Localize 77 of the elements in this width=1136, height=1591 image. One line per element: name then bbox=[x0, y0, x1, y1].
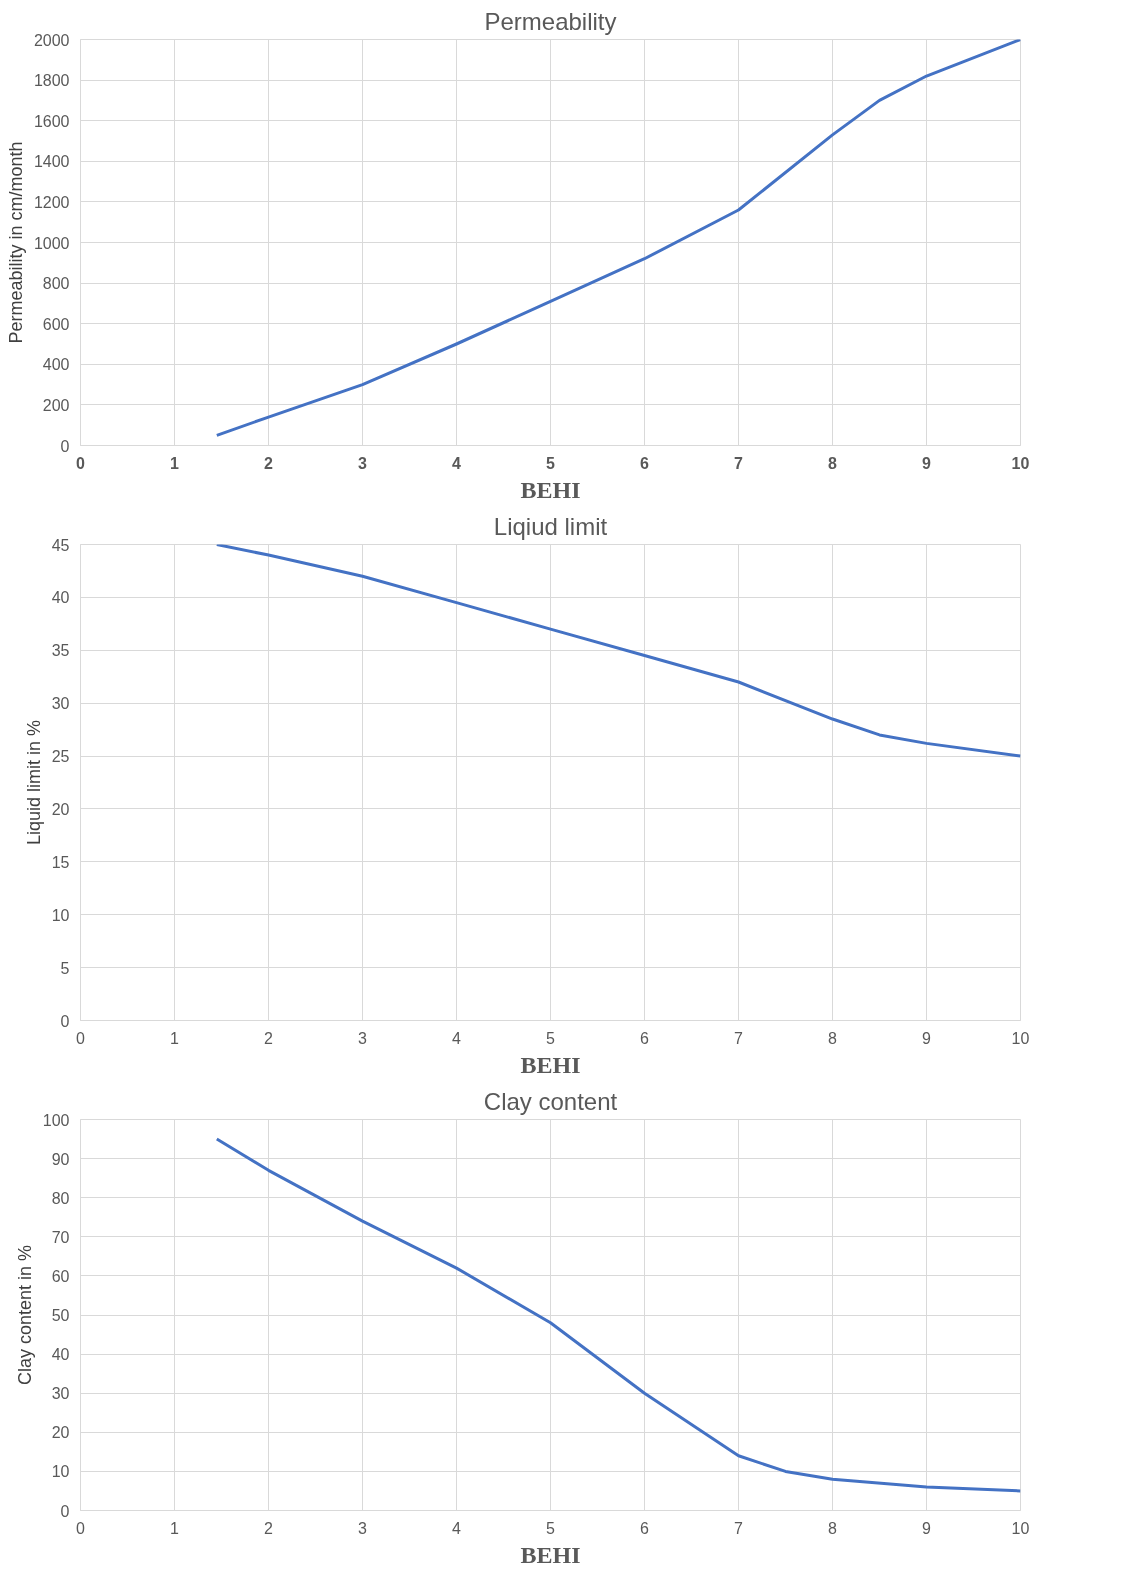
x-tick-label: 4 bbox=[452, 454, 462, 472]
y-tick-label: 30 bbox=[51, 1385, 70, 1403]
x-tick-label: 6 bbox=[640, 454, 650, 472]
x-tick-label: 0 bbox=[76, 1029, 86, 1047]
x-tick-label: 1 bbox=[170, 454, 180, 472]
x-tick-label: 6 bbox=[640, 1519, 650, 1537]
y-tick-label: 45 bbox=[51, 536, 70, 554]
y-tick-label: 50 bbox=[51, 1307, 70, 1324]
y-tick-label: 35 bbox=[51, 642, 70, 660]
x-axis-title: BEHI bbox=[520, 1541, 581, 1568]
y-tick-label: 600 bbox=[42, 315, 70, 333]
line-series bbox=[215, 1137, 1021, 1493]
chart-title: Clay content bbox=[483, 1087, 618, 1115]
y-tick-label: 0 bbox=[60, 437, 70, 455]
x-axis-title: BEHI bbox=[520, 476, 581, 503]
line-series bbox=[215, 39, 1021, 437]
chart-title: Liqiud limit bbox=[493, 512, 608, 540]
x-tick-label: 3 bbox=[358, 454, 368, 472]
y-tick-label: 40 bbox=[51, 1346, 70, 1364]
x-tick-label: 9 bbox=[922, 1029, 932, 1047]
x-tick-label: 2 bbox=[264, 1519, 274, 1537]
x-tick-label: 7 bbox=[734, 1519, 744, 1537]
x-tick-label: 9 bbox=[922, 1519, 932, 1537]
x-tick-label: 2 bbox=[264, 1029, 274, 1047]
x-tick-label: 1 bbox=[170, 1029, 180, 1047]
y-tick-label: 400 bbox=[42, 356, 70, 374]
y-tick-label: 10 bbox=[51, 906, 70, 924]
x-tick-label: 5 bbox=[546, 1029, 556, 1047]
x-tick-label: 6 bbox=[640, 1029, 650, 1047]
x-tick-label: 7 bbox=[734, 454, 744, 472]
y-axis-title: Clay content in % bbox=[14, 1244, 35, 1386]
y-tick-label: 1600 bbox=[33, 112, 70, 130]
y-tick-label: 1000 bbox=[33, 234, 70, 252]
x-tick-label: 0 bbox=[76, 1519, 86, 1537]
x-axis-title: BEHI bbox=[520, 1051, 581, 1078]
y-tick-label: 40 bbox=[51, 589, 70, 607]
y-tick-label: 80 bbox=[51, 1189, 70, 1207]
chart-title: Permeability bbox=[484, 7, 617, 35]
y-tick-label: 20 bbox=[51, 1424, 70, 1442]
x-tick-label: 10 bbox=[1011, 454, 1030, 472]
y-tick-label: 30 bbox=[51, 695, 70, 713]
x-tick-label: 8 bbox=[828, 1029, 838, 1047]
y-tick-label: 800 bbox=[42, 275, 70, 293]
x-tick-label: 8 bbox=[828, 454, 838, 472]
x-tick-label: 2 bbox=[264, 454, 274, 472]
y-axis-title: Liquid limit in % bbox=[23, 719, 44, 846]
x-tick-label: 9 bbox=[922, 454, 932, 472]
x-tick-label: 5 bbox=[546, 454, 556, 472]
y-tick-label: 200 bbox=[42, 396, 70, 414]
x-tick-label: 4 bbox=[452, 1519, 462, 1537]
x-tick-label: 5 bbox=[546, 1519, 556, 1537]
x-tick-label: 0 bbox=[76, 454, 86, 472]
x-tick-label: 10 bbox=[1011, 1029, 1030, 1047]
x-tick-label: 10 bbox=[1011, 1519, 1030, 1537]
y-tick-label: 5 bbox=[60, 959, 70, 977]
x-tick-label: 3 bbox=[358, 1519, 368, 1537]
y-tick-label: 60 bbox=[51, 1267, 70, 1285]
x-tick-label: 7 bbox=[734, 1029, 744, 1047]
y-tick-label: 1800 bbox=[33, 72, 70, 90]
x-tick-label: 3 bbox=[358, 1029, 368, 1047]
line-series bbox=[215, 544, 1021, 758]
x-tick-label: 4 bbox=[452, 1029, 462, 1047]
y-axis-title: Permeability in cm/month bbox=[5, 141, 26, 344]
y-tick-label: 2000 bbox=[33, 31, 70, 49]
y-tick-label: 70 bbox=[51, 1228, 70, 1246]
y-tick-label: 90 bbox=[51, 1150, 70, 1168]
y-tick-label: 0 bbox=[60, 1012, 70, 1030]
y-tick-label: 0 bbox=[60, 1502, 70, 1520]
x-tick-label: 1 bbox=[170, 1519, 180, 1537]
x-tick-label: 8 bbox=[828, 1519, 838, 1537]
y-tick-label: 100 bbox=[42, 1111, 70, 1129]
y-tick-label: 1400 bbox=[33, 153, 70, 171]
y-tick-label: 25 bbox=[51, 748, 70, 766]
y-tick-label: 15 bbox=[51, 853, 70, 871]
y-tick-label: 1200 bbox=[33, 193, 70, 211]
y-tick-label: 20 bbox=[51, 800, 70, 818]
y-tick-label: 10 bbox=[51, 1463, 70, 1481]
